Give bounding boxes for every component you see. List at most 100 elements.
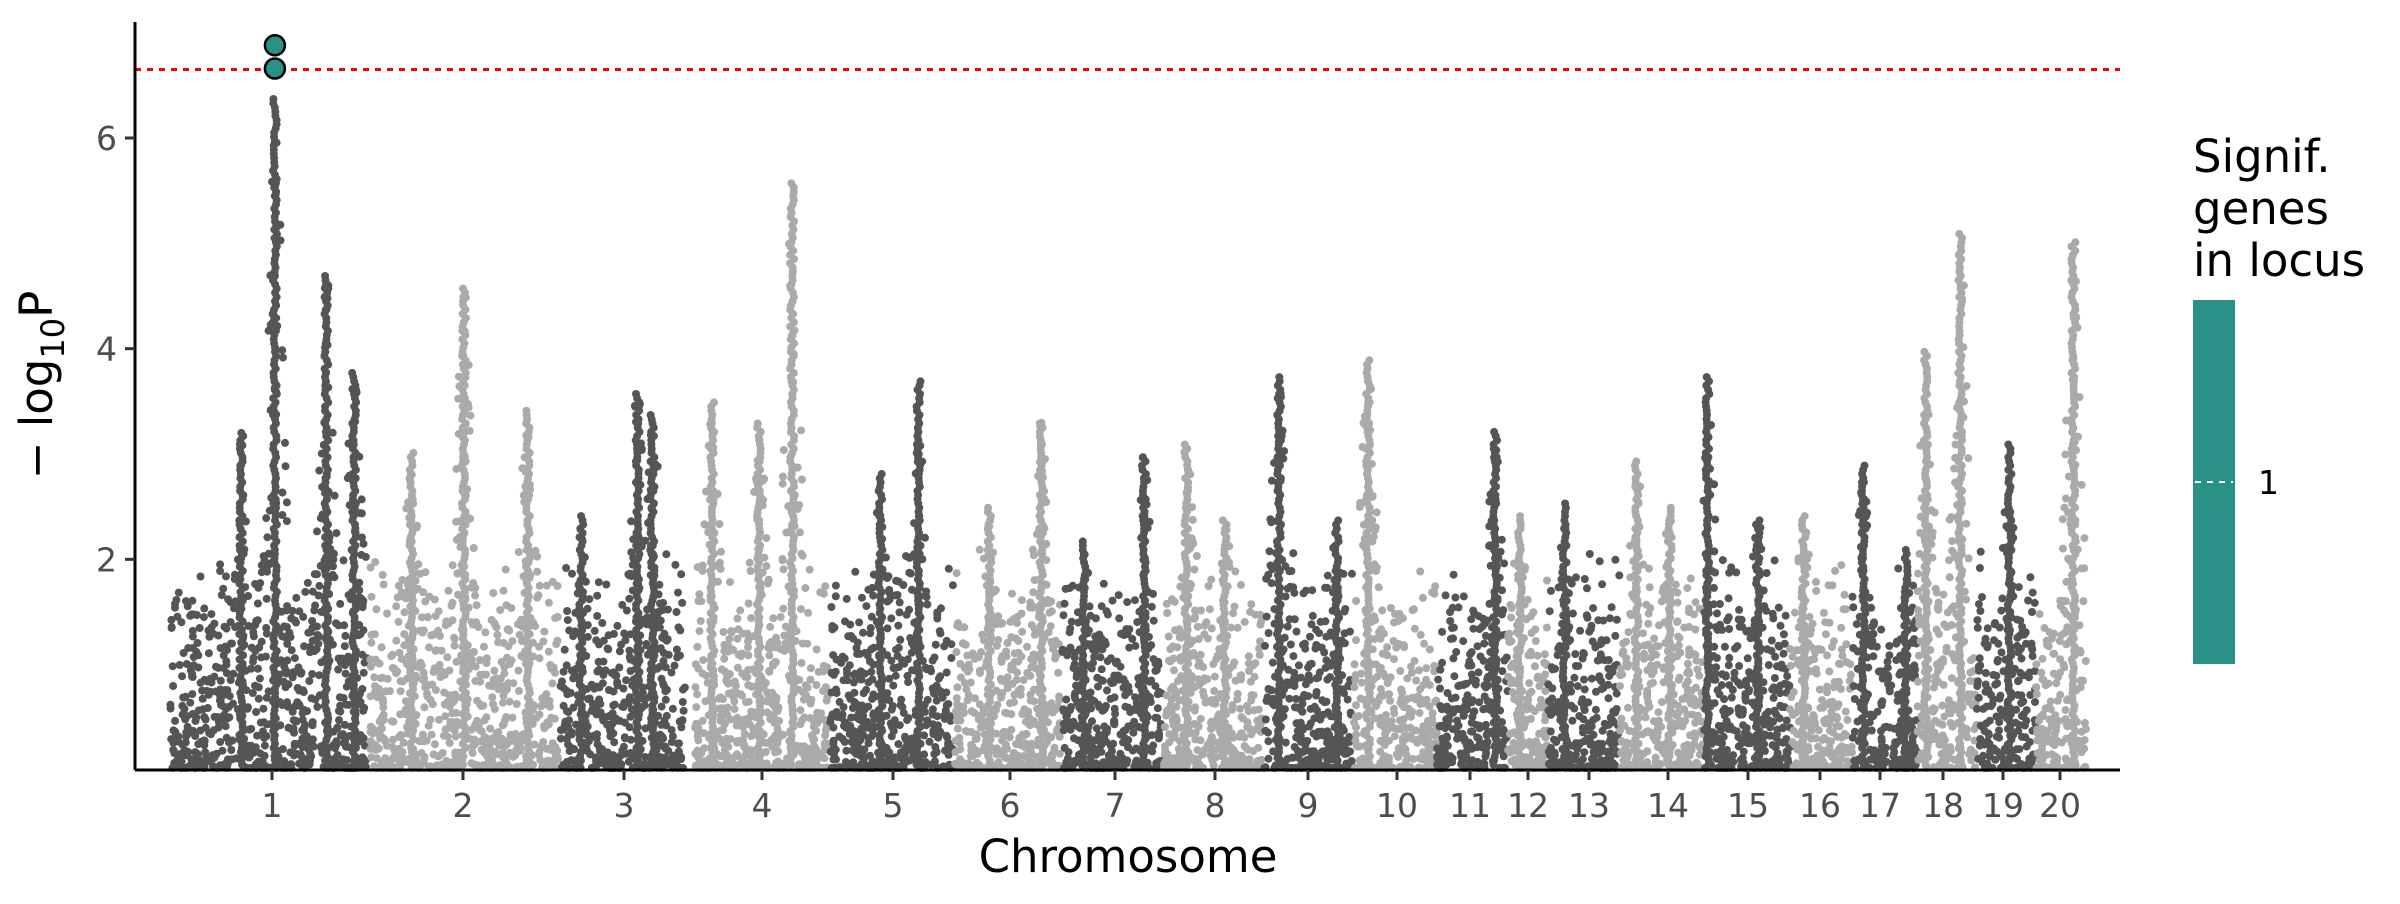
snp-point [960, 679, 969, 687]
snp-point [548, 577, 557, 586]
snp-point [662, 550, 671, 559]
snp-point [503, 653, 511, 662]
snp-point [420, 752, 429, 761]
snp-point [806, 664, 815, 673]
snp-point [1114, 591, 1123, 600]
snp-point [225, 713, 234, 722]
snp-point [563, 616, 572, 625]
snp-point [359, 668, 368, 677]
snp-point [333, 724, 341, 733]
snp-point [200, 741, 209, 750]
snp-point [468, 749, 477, 757]
snp-point [247, 741, 256, 750]
snp-point [305, 677, 314, 685]
snp-point [697, 749, 706, 758]
snp-point [486, 758, 495, 767]
snp-point [167, 623, 176, 632]
snp-point [1110, 693, 1119, 702]
snp-point [1023, 642, 1032, 651]
snp-point [251, 580, 260, 588]
snp-point [710, 398, 718, 407]
snp-point [474, 720, 483, 729]
snp-point [314, 639, 323, 648]
snp-point [679, 685, 687, 694]
snp-point [569, 632, 578, 641]
snp-point [397, 654, 406, 663]
snp-point [172, 596, 181, 604]
snp-point [298, 743, 307, 752]
snp-point [831, 592, 840, 601]
snp-point [445, 691, 454, 700]
snp-point [222, 572, 230, 581]
snp-point [451, 732, 460, 741]
snp-point [450, 634, 459, 643]
snp-point [375, 730, 384, 739]
snp-point [662, 636, 671, 645]
snp-point [357, 509, 366, 518]
snp-point [1149, 616, 1158, 625]
snp-point [196, 678, 205, 687]
snp-point [535, 581, 544, 590]
snp-point [551, 668, 559, 677]
snp-point [476, 700, 485, 709]
snp-point [470, 760, 479, 769]
snp-point [953, 700, 962, 709]
snp-point [891, 671, 900, 680]
snp-point [955, 733, 964, 742]
snp-point [577, 512, 586, 521]
snp-point [674, 623, 683, 632]
snp-point [192, 713, 201, 722]
snp-point [292, 593, 301, 602]
snp-point [186, 728, 195, 737]
snp-point [371, 682, 379, 691]
snp-point [744, 681, 753, 689]
snp-point [842, 665, 851, 674]
snp-point [377, 761, 386, 770]
snp-point [843, 676, 852, 685]
snp-point [598, 679, 607, 688]
snp-point [254, 757, 263, 766]
snp-point [1092, 724, 1101, 733]
snp-point [556, 734, 565, 743]
snp-point [368, 724, 377, 733]
snp-point [245, 753, 254, 762]
snp-point [168, 662, 177, 671]
snp-point [853, 638, 862, 647]
snp-point [1071, 689, 1080, 698]
snp-point [295, 607, 304, 616]
snp-point [933, 712, 942, 721]
snp-point [264, 687, 273, 696]
snp-point [851, 567, 860, 576]
snp-point [1070, 734, 1078, 743]
snp-point [430, 595, 439, 604]
snp-point [334, 621, 343, 630]
snp-point [188, 632, 197, 641]
snp-point [251, 681, 259, 690]
snp-point [678, 598, 687, 607]
snp-point [370, 740, 379, 749]
snp-point [1099, 579, 1108, 588]
snp-point [773, 724, 782, 733]
snp-point [1003, 673, 1012, 682]
snp-point [452, 717, 461, 726]
snp-point [733, 634, 742, 643]
snp-point [442, 756, 451, 765]
snp-point [894, 621, 903, 630]
snp-point [179, 693, 188, 702]
snp-point [530, 740, 539, 749]
snp-point [611, 671, 619, 680]
snp-point [378, 570, 387, 579]
snp-point [632, 390, 640, 398]
snp-point [625, 646, 634, 655]
snp-point [219, 664, 228, 673]
snp-point [545, 696, 554, 705]
snp-point [315, 581, 324, 590]
snp-point [505, 697, 514, 706]
chromosome-7-points [1058, 453, 1166, 772]
snp-point [301, 587, 310, 596]
snp-point [169, 738, 178, 747]
snp-point [767, 736, 776, 745]
snp-point [625, 594, 634, 603]
snp-point [1123, 742, 1132, 751]
snp-point [1112, 657, 1121, 666]
